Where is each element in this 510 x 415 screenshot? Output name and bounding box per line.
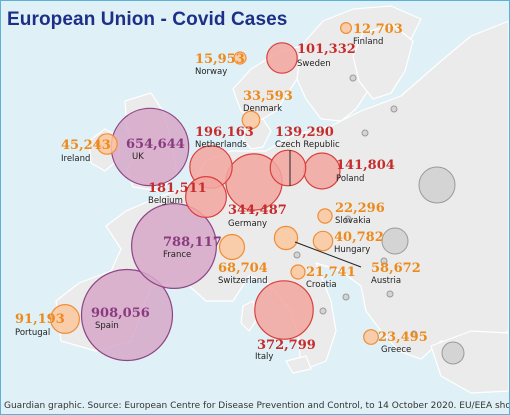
grey-dot-3 [361, 129, 369, 137]
bubble-hungary [312, 230, 334, 252]
value-label-hungary: 40,782 [334, 230, 384, 245]
value-label-belgium: 181,511 [148, 181, 207, 196]
grey-bubble-turkey [441, 341, 465, 365]
country-label-croatia: Croatia [306, 280, 337, 290]
grey-dot-2 [390, 105, 398, 113]
grey-dot-5 [380, 257, 388, 265]
leader-line-austria [294, 241, 362, 268]
country-label-germany: Germany [228, 219, 267, 229]
value-label-portugal: 91,193 [15, 312, 65, 327]
bubble-belgium [185, 176, 228, 219]
country-label-ireland: Ireland [61, 154, 90, 164]
country-label-italy: Italy [255, 352, 273, 362]
value-label-germany: 344,487 [228, 203, 287, 218]
bubble-poland [303, 152, 341, 190]
bubble-spain [80, 268, 174, 362]
land-finland [352, 24, 414, 100]
bubble-layer [49, 22, 465, 365]
country-label-czech-republic: Czech Republic [275, 140, 340, 150]
page-title: European Union - Covid Cases [7, 9, 288, 30]
country-label-greece: Greece [381, 345, 411, 355]
grey-dot-6 [386, 290, 394, 298]
country-label-finland: Finland [353, 37, 383, 47]
grey-dot-9 [319, 307, 327, 315]
bubble-portugal [49, 304, 80, 335]
value-label-austria: 58,672 [371, 261, 421, 276]
bubble-greece [363, 329, 379, 345]
value-label-france: 788,117 [163, 235, 222, 250]
value-label-norway: 15,953 [195, 52, 245, 67]
value-label-switzerland: 68,704 [218, 261, 268, 276]
value-label-finland: 12,703 [353, 22, 403, 37]
bubble-czech-republic [269, 149, 307, 187]
country-label-belgium: Belgium [148, 196, 183, 206]
value-label-italy: 372,799 [257, 338, 316, 353]
bubble-sweden [266, 42, 298, 74]
country-label-austria: Austria [371, 276, 401, 286]
grey-dot-4 [344, 215, 352, 223]
country-label-spain: Spain [95, 321, 119, 331]
country-label-hungary: Hungary [334, 245, 370, 255]
country-label-uk: UK [132, 152, 144, 162]
country-label-sweden: Sweden [297, 59, 331, 69]
bubble-slovakia [317, 208, 333, 224]
value-label-sweden: 101,332 [297, 42, 356, 57]
land-sardinia [240, 300, 258, 332]
country-label-denmark: Denmark [243, 104, 282, 114]
value-label-spain: 908,056 [91, 306, 150, 321]
value-label-czech-republic: 139,290 [275, 125, 334, 140]
country-label-netherlands: Netherlands [195, 140, 247, 150]
grey-dot-8 [293, 251, 301, 259]
value-label-poland: 141,804 [336, 158, 395, 173]
grey-dot-10 [410, 330, 418, 338]
value-label-netherlands: 196,163 [195, 125, 254, 140]
value-label-slovakia: 22,296 [335, 201, 385, 216]
bubble-denmark [241, 110, 261, 130]
value-label-uk: 654,644 [126, 137, 185, 152]
grey-dot-7 [342, 293, 350, 301]
grey-bubble-romania [381, 227, 409, 255]
country-label-poland: Poland [336, 174, 364, 184]
country-label-switzerland: Switzerland [218, 276, 268, 286]
bubble-france [131, 203, 218, 290]
land-sicily [285, 355, 312, 374]
bubble-ireland [96, 133, 118, 155]
country-label-slovakia: Slovakia [335, 216, 371, 226]
leader-layer [289, 150, 362, 268]
grey-dot-1 [349, 74, 357, 82]
bubble-finland [340, 22, 353, 35]
value-label-ireland: 45,243 [61, 138, 111, 153]
country-label-portugal: Portugal [15, 328, 50, 338]
value-label-denmark: 33,593 [243, 89, 293, 104]
bubble-norway [233, 51, 247, 65]
bubble-austria [273, 225, 299, 251]
country-label-france: France [163, 250, 191, 260]
bubble-italy [254, 280, 314, 340]
bubble-switzerland [218, 233, 246, 261]
source-footer: Guardian graphic. Source: European Centr… [4, 401, 510, 411]
value-label-greece: 23,495 [378, 330, 428, 345]
value-label-croatia: 21,741 [306, 265, 356, 280]
bubble-croatia [290, 264, 306, 280]
country-label-norway: Norway [195, 67, 227, 77]
grey-bubble-ukraine [418, 166, 456, 204]
